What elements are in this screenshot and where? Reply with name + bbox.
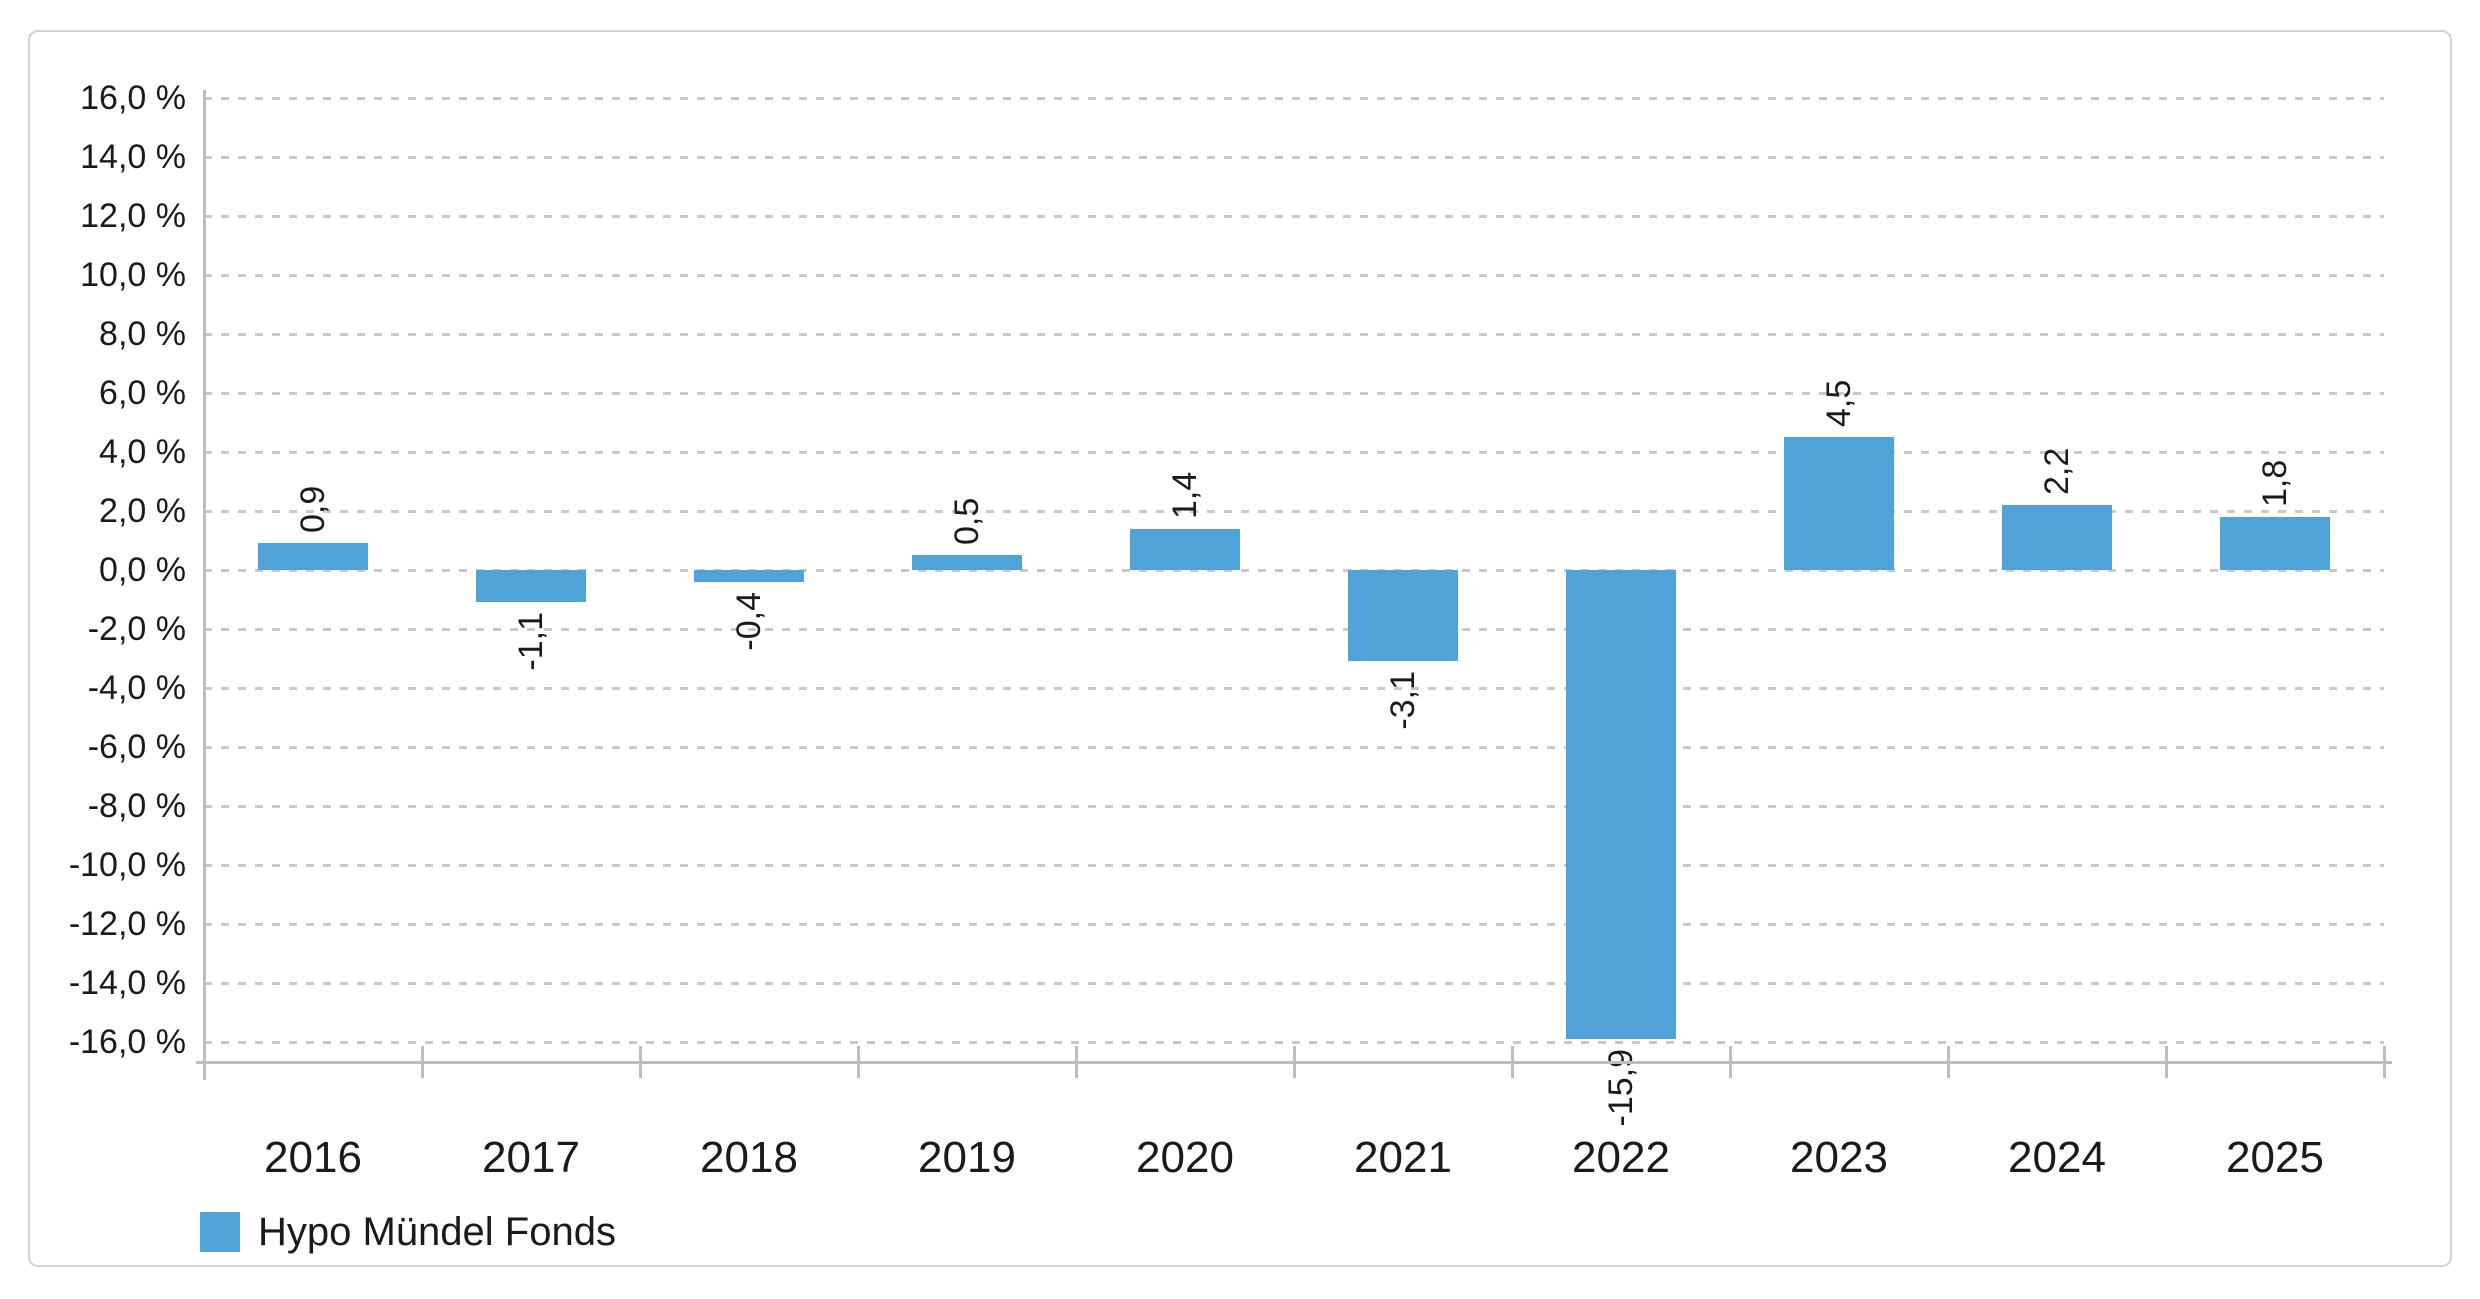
y-axis-tick-label: -10,0 % — [68, 846, 186, 884]
bar-2017 — [476, 570, 586, 603]
bar-value-label: -1,1 — [512, 612, 550, 672]
gridline — [204, 746, 2384, 749]
x-axis-tick — [639, 1046, 642, 1078]
bar-2021 — [1348, 570, 1458, 662]
legend: Hypo Mündel Fonds — [200, 1210, 616, 1254]
x-axis-category-label: 2016 — [264, 1133, 362, 1182]
x-axis-tick — [1293, 1046, 1296, 1078]
x-axis-tick — [203, 1046, 206, 1078]
x-axis-tick — [857, 1046, 860, 1078]
bar-value-label: 1,8 — [2256, 459, 2294, 507]
x-axis-category-label: 2018 — [700, 1133, 798, 1182]
x-axis-tick — [421, 1046, 424, 1078]
gridline — [204, 1041, 2384, 1044]
gridline — [204, 864, 2384, 867]
gridline — [204, 687, 2384, 690]
y-axis-tick-label: 16,0 % — [80, 79, 186, 117]
gridline — [204, 274, 2384, 277]
gridline — [204, 215, 2384, 218]
x-axis-category-label: 2023 — [1790, 1133, 1888, 1182]
y-axis-line — [203, 90, 206, 1080]
bar-value-label: 0,5 — [948, 497, 986, 546]
x-axis-category-label: 2022 — [1572, 1133, 1670, 1182]
y-axis-tick-label: 10,0 % — [80, 256, 186, 294]
x-axis-tick — [2383, 1046, 2386, 1078]
bar-2016 — [258, 543, 368, 570]
gridline — [204, 982, 2384, 985]
bar-2019 — [912, 555, 1022, 570]
bar-2022 — [1566, 570, 1676, 1040]
bar-2025 — [2220, 516, 2330, 570]
y-axis-tick-label: 0,0 % — [99, 551, 186, 589]
bar-2020 — [1130, 528, 1240, 570]
x-axis-tick — [1729, 1046, 1732, 1078]
y-axis-tick-label: -14,0 % — [68, 964, 186, 1002]
chart-card — [28, 30, 2452, 1267]
y-axis-tick-label: -8,0 % — [87, 787, 186, 825]
gridline — [204, 628, 2384, 631]
gridline — [204, 333, 2384, 336]
x-axis-tick — [1075, 1046, 1078, 1078]
x-axis-category-label: 2021 — [1354, 1133, 1452, 1182]
gridline — [204, 569, 2384, 572]
bar-value-label: 1,4 — [1166, 471, 1204, 519]
y-axis-tick-label: 4,0 % — [99, 433, 186, 471]
y-axis-tick-label: 6,0 % — [99, 374, 186, 412]
legend-label: Hypo Mündel Fonds — [258, 1210, 616, 1254]
gridline — [204, 923, 2384, 926]
y-axis-tick-label: 12,0 % — [80, 197, 186, 235]
gridline — [204, 156, 2384, 159]
x-axis-category-label: 2025 — [2226, 1133, 2324, 1182]
x-axis-tick — [2165, 1046, 2168, 1078]
gridline — [204, 510, 2384, 513]
x-axis-category-label: 2017 — [482, 1133, 580, 1182]
bar-value-label: 2,2 — [2038, 447, 2076, 496]
x-axis-tick — [1511, 1046, 1514, 1078]
x-axis-category-label: 2024 — [2008, 1133, 2106, 1182]
bar-value-label: 4,5 — [1820, 379, 1858, 428]
gridline — [204, 451, 2384, 454]
x-axis-category-label: 2020 — [1136, 1133, 1234, 1182]
gridline — [204, 805, 2384, 808]
y-axis-tick-label: -6,0 % — [87, 728, 186, 766]
bar-value-label: -3,1 — [1384, 671, 1422, 731]
legend-swatch — [200, 1212, 240, 1252]
y-axis-tick-label: 2,0 % — [99, 492, 186, 530]
y-axis-tick-label: 14,0 % — [80, 138, 186, 176]
y-axis-tick-label: -16,0 % — [68, 1023, 186, 1061]
bar-2018 — [694, 570, 804, 582]
bar-2024 — [2002, 505, 2112, 570]
y-axis-tick-label: -4,0 % — [87, 669, 186, 707]
y-axis-tick-label: -2,0 % — [87, 610, 186, 648]
bar-value-label: -0,4 — [730, 591, 768, 651]
x-axis-category-label: 2019 — [918, 1133, 1016, 1182]
x-axis-tick — [1947, 1046, 1950, 1078]
bar-value-label: 0,9 — [294, 486, 332, 534]
y-axis-tick-label: -12,0 % — [68, 905, 186, 943]
gridline — [204, 97, 2384, 100]
y-axis-tick-label: 8,0 % — [99, 315, 186, 353]
gridline — [204, 392, 2384, 395]
bar-2023 — [1784, 437, 1894, 570]
